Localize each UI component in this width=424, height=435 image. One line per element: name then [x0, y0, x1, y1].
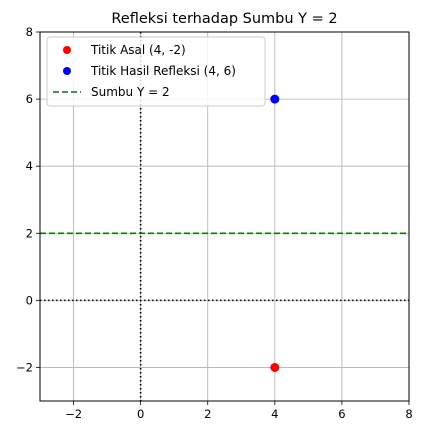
legend-label: Titik Asal (4, -2) — [90, 43, 186, 57]
chart-title: Refleksi terhadap Sumbu Y = 2 — [111, 11, 337, 27]
y-tick-label: 2 — [26, 226, 33, 240]
series — [40, 94, 409, 372]
x-tick-label: 6 — [338, 407, 345, 421]
x-tick-label: 0 — [137, 407, 144, 421]
y-tick-label: 6 — [26, 92, 33, 106]
point-original — [270, 362, 280, 372]
y-tick-label: 8 — [26, 25, 33, 39]
x-tick-label: 2 — [204, 407, 211, 421]
legend-box — [46, 36, 266, 107]
x-tick-label: 8 — [405, 407, 412, 421]
legend-item-line: Sumbu Y = 2 — [53, 85, 170, 99]
axis-ticks: −2 0 2 4 6 8 −2 0 2 4 6 8 — [16, 25, 413, 421]
legend-item-original: Titik Asal (4, -2) — [63, 43, 186, 57]
y-tick-label: −2 — [16, 360, 33, 374]
y-tick-label: 0 — [26, 293, 33, 307]
point-reflected — [270, 94, 280, 104]
x-tick-label: 4 — [271, 407, 278, 421]
legend-label: Sumbu Y = 2 — [91, 85, 170, 99]
y-tick-label: 4 — [26, 159, 33, 173]
legend-marker — [63, 46, 71, 54]
x-tick-label: −2 — [65, 407, 82, 421]
legend-item-reflected: Titik Hasil Refleksi (4, 6) — [63, 64, 236, 78]
legend-label: Titik Hasil Refleksi (4, 6) — [90, 64, 236, 78]
plot-frame — [39, 31, 410, 402]
legend-marker — [63, 67, 71, 75]
legend: Titik Asal (4, -2) Titik Hasil Refleksi (… — [46, 36, 266, 107]
